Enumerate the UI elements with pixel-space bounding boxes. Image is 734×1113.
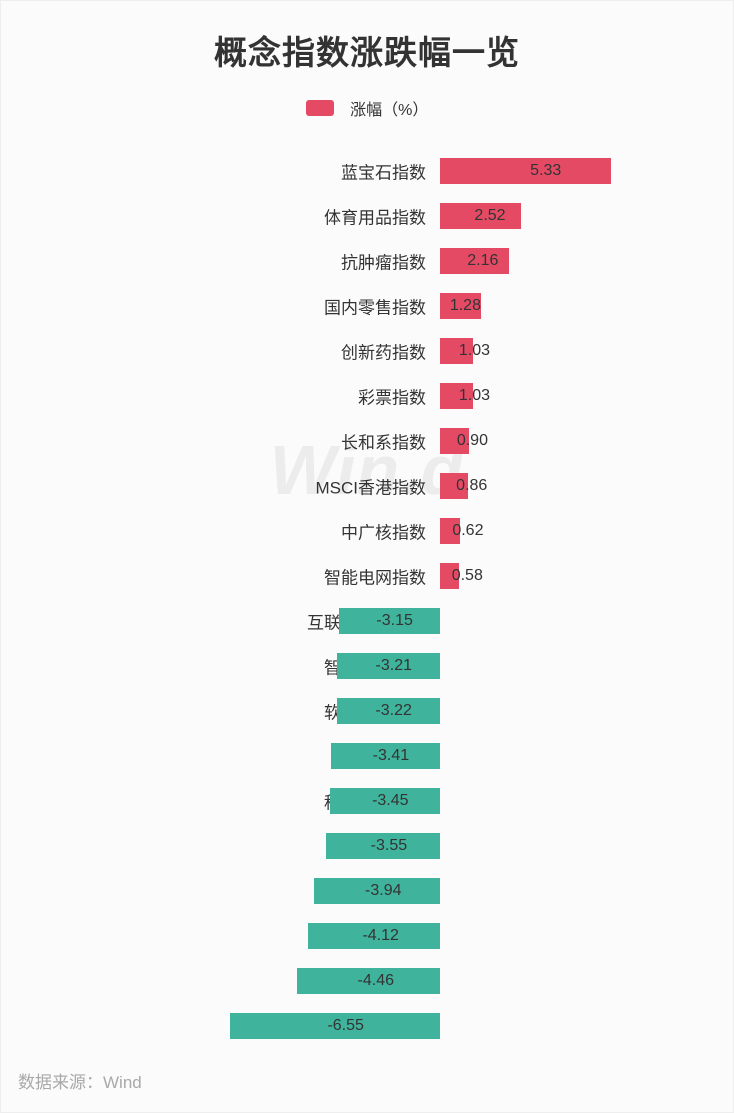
category-label: 蓝宝石指数	[341, 159, 426, 184]
chart-plot-area: 蓝宝石指数 5.33 体育用品指数 2.52 抗肿瘤指数 2.16 国内零售指数 1.28 创新…	[0, 140, 734, 1049]
value-label: 0.62	[452, 522, 483, 540]
bar-row: 蓝宝石指数 5.33	[0, 158, 734, 184]
bar-row: 租售同权指数-3.45	[0, 788, 734, 814]
bar-row: 中广核指数 0.62	[0, 518, 734, 544]
category-label: 创新药指数	[341, 339, 426, 364]
value-label: 2.16	[467, 252, 498, 270]
category-label: 智能电网指数	[324, 564, 426, 589]
bar-row: 智能电网指数 0.58	[0, 563, 734, 589]
bar-row: 智能电视指数-3.21	[0, 653, 734, 679]
source-text: 数据来源：Wind	[18, 1068, 142, 1093]
bar-row: 国内零售指数 1.28	[0, 293, 734, 319]
legend-swatch	[306, 100, 334, 116]
value-label: 0.86	[456, 477, 487, 495]
value-label: -3.45	[372, 792, 408, 810]
bar-row: 水泥指数-3.55	[0, 833, 734, 859]
bar-row: 长和系指数 0.90	[0, 428, 734, 454]
bar-row: 创新药指数 1.03	[0, 338, 734, 364]
bar-row: 彩票指数 1.03	[0, 383, 734, 409]
value-label: -3.94	[365, 882, 401, 900]
value-label: -3.55	[371, 837, 407, 855]
category-label: 彩票指数	[358, 384, 426, 409]
category-label: 抗肿瘤指数	[341, 249, 426, 274]
value-label: 0.90	[457, 432, 488, 450]
bar-row: 软件外包指数-3.22	[0, 698, 734, 724]
value-label: -3.21	[376, 657, 412, 675]
category-label: 国内零售指数	[324, 294, 426, 319]
value-label: -4.46	[358, 972, 394, 990]
bar-row: 大气治理指数-6.55	[0, 1013, 734, 1039]
value-label: 5.33	[530, 162, 561, 180]
chart-legend: 涨幅（%）	[0, 96, 734, 120]
bar-row: SaaS指数-4.46	[0, 968, 734, 994]
value-label: 1.03	[459, 342, 490, 360]
bar-row: 雄安新区指数-4.12	[0, 923, 734, 949]
bar	[440, 158, 611, 184]
category-label: 长和系指数	[341, 429, 426, 454]
bar-row: 中建系指数-3.41	[0, 743, 734, 769]
value-label: 1.28	[450, 297, 481, 315]
chart-title: 概念指数涨跌幅一览	[0, 0, 734, 74]
bar-row: MSCI香港指数 0.86	[0, 473, 734, 499]
category-label: MSCI香港指数	[316, 474, 427, 499]
bar-row: 互联网医疗指数-3.15	[0, 608, 734, 634]
chart-frame: 概念指数涨跌幅一览 涨幅（%） Win.d 蓝宝石指数5.33体育用品指数2.5…	[0, 0, 734, 1113]
category-label: 中广核指数	[341, 519, 426, 544]
bar-row: 华润系指数-3.94	[0, 878, 734, 904]
value-label: 0.58	[452, 567, 483, 585]
value-label: -4.12	[362, 927, 398, 945]
category-label: 体育用品指数	[324, 204, 426, 229]
bar-row: 抗肿瘤指数 2.16	[0, 248, 734, 274]
value-label: -3.41	[373, 747, 409, 765]
bar-row: 体育用品指数 2.52	[0, 203, 734, 229]
value-label: 2.52	[474, 207, 505, 225]
value-label: -3.22	[375, 702, 411, 720]
legend-label: 涨幅（%）	[350, 102, 428, 119]
value-label: -3.15	[376, 612, 412, 630]
value-label: 1.03	[459, 387, 490, 405]
value-label: -6.55	[327, 1017, 363, 1035]
